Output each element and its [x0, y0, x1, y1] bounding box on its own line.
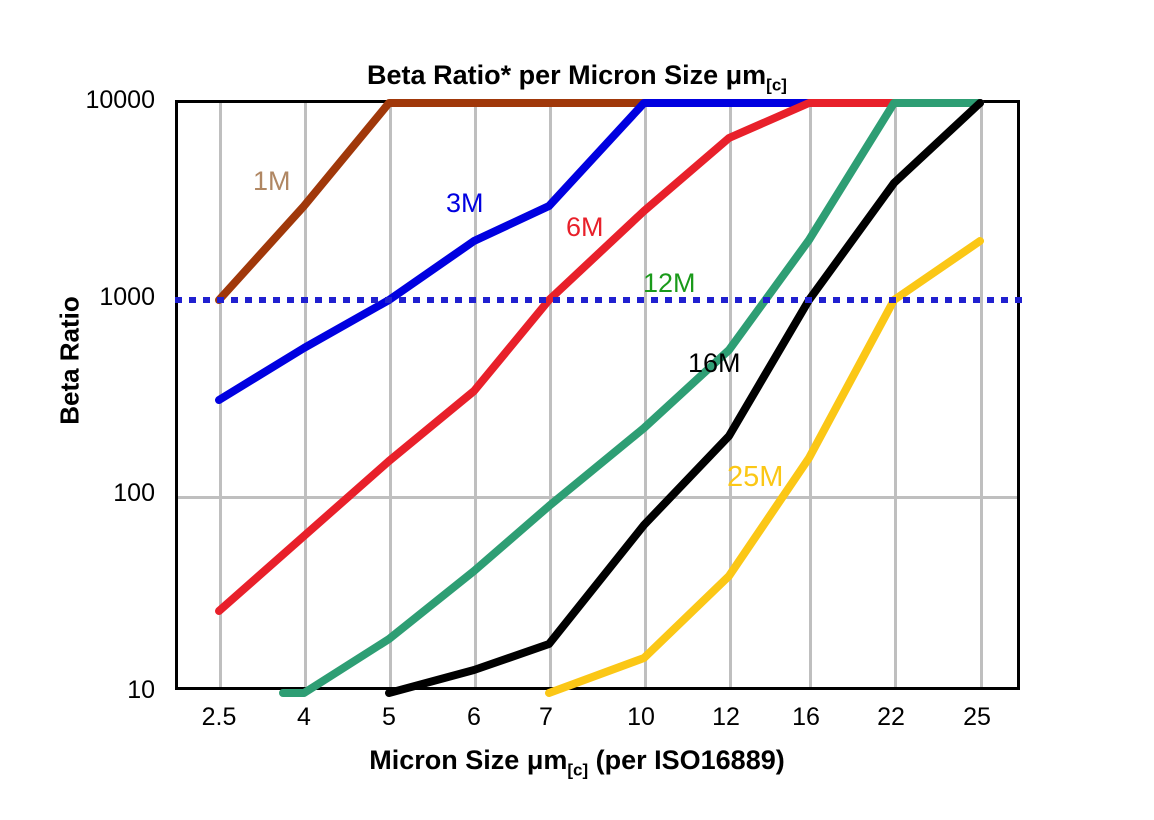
- chart-title-sub: [c]: [766, 75, 787, 95]
- series-label-25M: 25M: [727, 461, 784, 493]
- series-line-6M: [215, 99, 984, 615]
- y-tick-10: 10: [127, 676, 155, 704]
- y-tick-1000: 1000: [99, 283, 155, 311]
- series-line-12M: [279, 99, 984, 697]
- gridline-x-10: [644, 103, 647, 687]
- plot-area: [175, 99, 1023, 697]
- y-tick-100: 100: [113, 479, 155, 507]
- x-axis-label-mu: μm: [526, 745, 568, 775]
- gridline-x-25: [980, 103, 983, 687]
- x-tick-2-5: 2.5: [201, 703, 237, 731]
- x-axis-label-sub: [c]: [567, 760, 589, 780]
- chart-title-main: Beta Ratio* per Micron Size: [367, 60, 726, 90]
- gridline-x-5: [389, 103, 392, 687]
- series-label-1M: 1M: [253, 166, 291, 196]
- x-axis-label-b: (per ISO16889): [588, 745, 785, 775]
- plot-inner: [175, 99, 1023, 697]
- series-line-1M: [215, 99, 984, 304]
- x-tick-5: 5: [382, 703, 396, 731]
- series-svg: [175, 99, 1023, 697]
- series-line-25M: [545, 237, 984, 697]
- x-tick-10: 10: [627, 703, 655, 731]
- gridline-x-7: [549, 103, 552, 687]
- series-line-16M: [385, 99, 984, 697]
- series-label-3M: 3M: [446, 188, 484, 218]
- x-axis-label: Micron Size μm[c] (per ISO16889): [0, 745, 1154, 780]
- x-tick-25: 25: [963, 703, 991, 731]
- series-label-6M: 6M: [566, 212, 604, 242]
- gridline-y-100: [178, 496, 1017, 499]
- y-axis-label: Beta Ratio: [54, 296, 85, 425]
- x-tick-6: 6: [467, 703, 481, 731]
- x-axis-label-a: Micron Size: [369, 745, 527, 775]
- x-tick-16: 16: [792, 703, 820, 731]
- chart-title-mu: μm: [725, 60, 767, 90]
- gridline-x-22: [894, 103, 897, 687]
- x-tick-12: 12: [712, 703, 740, 731]
- gridline-x-16: [809, 103, 812, 687]
- gridline-x-4: [304, 103, 307, 687]
- gridline-x-12: [729, 103, 732, 687]
- series-label-16M: 16M: [688, 348, 741, 378]
- gridline-x-6: [474, 103, 477, 687]
- series-label-12M: 12M: [643, 268, 696, 298]
- x-tick-7: 7: [539, 703, 553, 731]
- x-tick-4: 4: [297, 703, 311, 731]
- x-tick-22: 22: [877, 703, 905, 731]
- chart-title: Beta Ratio* per Micron Size μm[c]: [0, 60, 1154, 95]
